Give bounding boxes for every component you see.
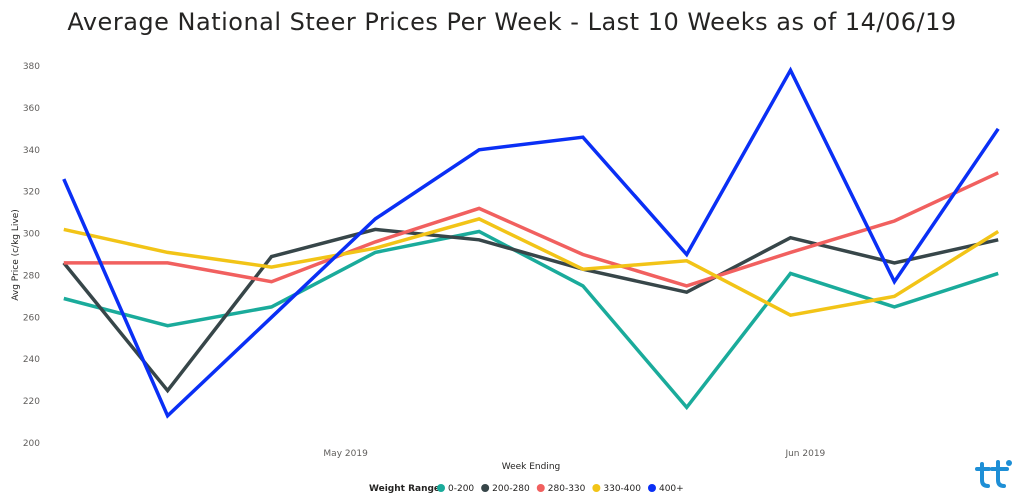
- y-tick-label: 380: [23, 62, 40, 72]
- y-tick-label: 240: [23, 355, 40, 365]
- legend-label: 330-400: [603, 484, 641, 494]
- brand-logo-icon: [975, 460, 1012, 488]
- legend-marker: [592, 484, 601, 492]
- x-axis-title: Week Ending: [502, 462, 561, 472]
- legend-label: 0-200: [448, 484, 474, 494]
- series-line-400+: [62, 66, 1000, 419]
- legend-marker: [647, 484, 656, 492]
- y-axis-title: Avg Price (c/kg Live): [11, 209, 21, 301]
- chart-title: Average National Steer Prices Per Week -…: [67, 8, 957, 36]
- legend: Weight Range 0-200 200-280 280-330 330-400 4…: [369, 484, 684, 494]
- x-tick-label: Jun 2019: [784, 449, 825, 459]
- y-tick-label: 220: [23, 397, 40, 407]
- series-lines: [62, 66, 1000, 419]
- legend-label: 200-280: [492, 484, 530, 494]
- x-tick-label: May 2019: [323, 449, 368, 459]
- legend-title: Weight Range: [369, 484, 440, 494]
- y-tick-label: 200: [23, 439, 40, 449]
- series-line-330-400: [63, 217, 1000, 318]
- legend-marker: [536, 484, 545, 492]
- legend-marker: [437, 484, 445, 492]
- y-tick-label: 260: [23, 313, 40, 323]
- y-axis: 200 220 240 260 280 300 320 340 360 380: [23, 62, 40, 449]
- series-line-280-330: [63, 171, 999, 288]
- legend-marker: [481, 484, 490, 492]
- y-tick-label: 360: [23, 104, 40, 114]
- y-tick-label: 280: [23, 271, 40, 281]
- y-tick-label: 340: [23, 146, 40, 156]
- x-axis: May 2019 Jun 2019: [323, 449, 825, 459]
- series-line-200-280: [62, 227, 999, 394]
- y-tick-label: 320: [23, 188, 40, 198]
- legend-label: 280-330: [548, 484, 586, 494]
- y-tick-label: 300: [23, 230, 40, 240]
- legend-label: 400+: [659, 484, 684, 494]
- series-line-0-200: [63, 229, 999, 411]
